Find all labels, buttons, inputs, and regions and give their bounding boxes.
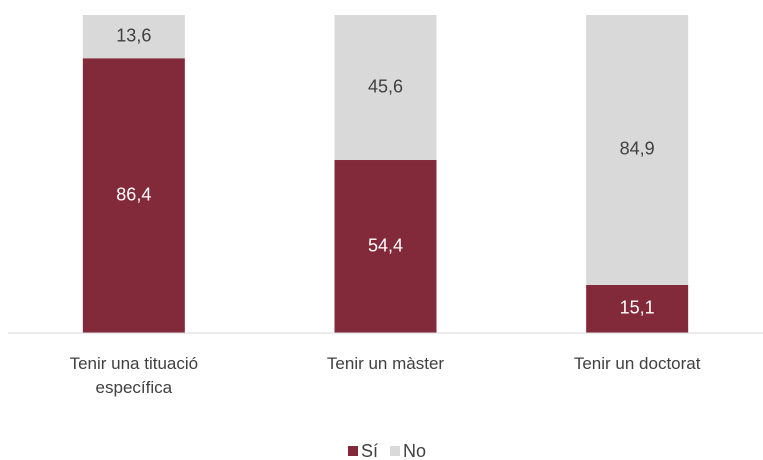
data-label: 15,1: [620, 298, 655, 318]
legend-label: Sí: [361, 441, 378, 460]
data-label: 45,6: [368, 76, 403, 96]
data-label: 13,6: [116, 25, 151, 45]
data-label: 84,9: [620, 139, 655, 159]
bar-segment: [586, 284, 689, 333]
bar-segment: [82, 15, 185, 59]
legend-label: No: [403, 441, 426, 460]
bar-segment: [334, 15, 437, 161]
bar-segment: [82, 58, 185, 334]
x-tick-label: Tenir una tituació específica: [69, 354, 199, 397]
x-tick-label: Tenir un doctorat: [573, 354, 701, 373]
bar-segment: [334, 160, 437, 333]
legend-swatch: [390, 446, 401, 456]
x-tick-label: Tenir un màster: [326, 354, 445, 373]
data-label: 54,4: [368, 235, 403, 255]
legend-swatch: [348, 446, 358, 456]
bar-segment: [586, 15, 689, 285]
data-label: 86,4: [116, 184, 151, 204]
